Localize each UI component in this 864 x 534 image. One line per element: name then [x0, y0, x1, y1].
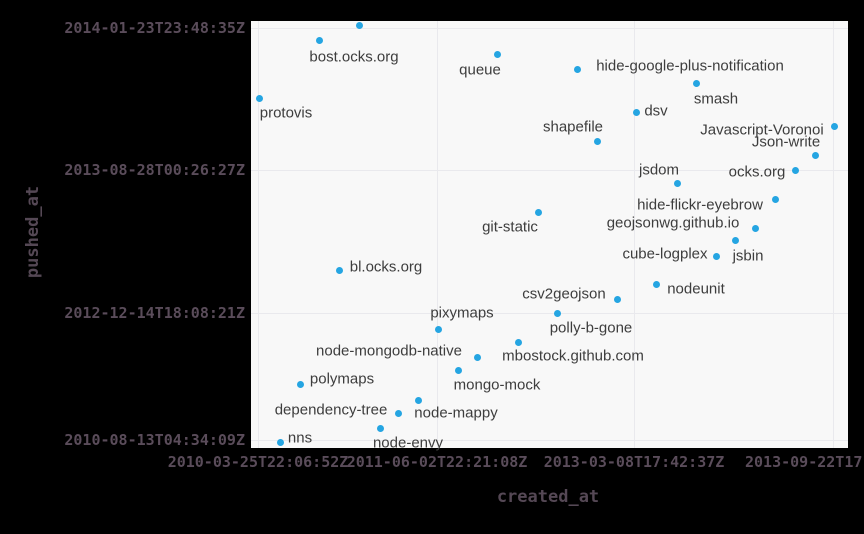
data-point — [811, 151, 819, 159]
x-gridline — [258, 21, 259, 448]
point-label: polymaps — [309, 370, 375, 388]
point-label: mongo-mock — [453, 376, 541, 394]
point-label: node-mappy — [414, 404, 498, 422]
y-gridline — [251, 440, 848, 441]
point-label: nodeunit — [667, 280, 725, 298]
x-gridline — [634, 21, 635, 448]
data-point — [376, 424, 384, 432]
data-point — [434, 325, 442, 333]
data-point — [791, 166, 799, 174]
data-point — [771, 195, 779, 203]
point-label: jsdom — [638, 161, 680, 179]
point-label: ocks.org — [728, 163, 786, 181]
data-point — [394, 409, 402, 417]
point-label: node-mongodb-native — [316, 342, 462, 360]
point-label: dependency-tree — [274, 401, 388, 419]
point-label: cube-logplex — [622, 245, 708, 263]
data-point — [473, 353, 481, 361]
data-point — [692, 79, 700, 87]
point-label: geojsonwg.github.io — [606, 214, 740, 232]
point-label: shapefile — [542, 118, 604, 136]
data-point — [414, 396, 422, 404]
point-label: pixymaps — [430, 304, 494, 322]
point-label: jsbin — [732, 247, 764, 265]
point-label: mbostock.github.com — [502, 347, 644, 365]
data-point — [534, 208, 542, 216]
point-label: nns — [287, 429, 313, 447]
y-tick-label: 2010-08-13T04:34:09Z — [64, 431, 245, 449]
data-point — [573, 65, 581, 73]
point-label: csv2geojson — [522, 285, 606, 303]
y-axis-title: pushed_at — [23, 185, 43, 279]
y-tick-label: 2012-12-14T18:08:21Z — [64, 304, 245, 322]
data-point — [731, 236, 739, 244]
point-label: hide-flickr-eyebrow — [637, 196, 763, 214]
data-point — [454, 366, 462, 374]
point-label: Json-write — [751, 133, 821, 151]
x-gridline — [833, 21, 834, 448]
point-label: bl.ocks.org — [349, 258, 423, 276]
point-label: protovis — [259, 104, 313, 122]
data-point — [751, 224, 759, 232]
data-point — [593, 137, 601, 145]
data-point — [335, 266, 343, 274]
point-label: queue — [459, 61, 501, 79]
point-label: smash — [693, 90, 739, 108]
x-tick-label: 2013-09-22T17 — [745, 453, 863, 471]
point-label: Javascript-Voronoi — [700, 121, 824, 139]
y-gridline — [251, 313, 848, 314]
data-point — [652, 280, 660, 288]
x-tick-label: 2013-03-08T17:42:37Z — [543, 453, 725, 471]
data-point — [315, 36, 323, 44]
point-label: polly-b-gone — [549, 319, 633, 337]
point-label: git-static — [482, 218, 538, 236]
data-point — [632, 108, 640, 116]
data-point — [296, 380, 304, 388]
point-label: dsv — [644, 102, 668, 120]
data-point — [255, 94, 263, 102]
point-label: bost.ocks.org — [309, 48, 399, 66]
x-tick-label: 2011-06-02T22:21:08Z — [346, 453, 528, 471]
y-gridline — [251, 170, 848, 171]
data-point — [553, 309, 561, 317]
plot-area: bost.ocks.org queue hide-google-plus-notif… — [251, 21, 848, 452]
x-tick-label: 2010-03-25T22:06:52Z — [167, 453, 349, 471]
point-label: node-envy — [372, 434, 444, 452]
data-point — [613, 295, 621, 303]
data-point — [830, 122, 838, 130]
y-tick-label: 2014-01-23T23:48:35Z — [64, 19, 245, 37]
point-label: hide-google-plus-notification — [596, 57, 784, 75]
x-axis-title: created_at — [496, 487, 600, 507]
y-gridline — [251, 28, 848, 29]
y-tick-label: 2013-08-28T00:26:27Z — [64, 161, 245, 179]
data-point — [673, 179, 681, 187]
x-gridline — [437, 21, 438, 448]
data-point — [276, 438, 284, 446]
data-point — [493, 50, 501, 58]
data-point — [712, 252, 720, 260]
data-point — [514, 338, 522, 346]
data-point — [355, 21, 363, 29]
